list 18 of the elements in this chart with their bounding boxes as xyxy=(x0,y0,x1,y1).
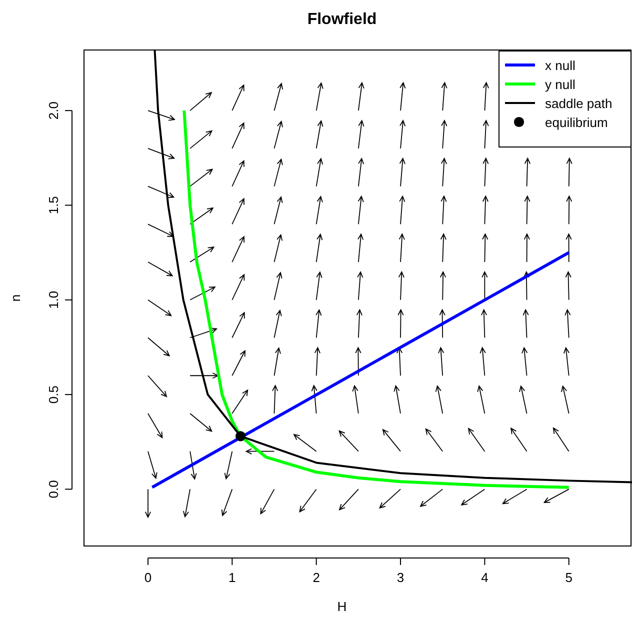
x-tick-label: 4 xyxy=(481,570,488,585)
legend-label: saddle path xyxy=(545,96,612,111)
y-axis-title: n xyxy=(8,294,23,302)
x-tick-label: 3 xyxy=(396,570,404,585)
y-tick-label: 1.0 xyxy=(46,290,61,309)
x-tick-label: 0 xyxy=(144,570,152,585)
x-tick-label: 5 xyxy=(565,570,572,585)
y-tick-label: 1.5 xyxy=(46,196,61,214)
y-tick-label: 0.5 xyxy=(46,386,61,404)
legend-label: equilibrium xyxy=(545,115,608,130)
legend-label: x null xyxy=(545,58,576,73)
x-tick-label: 2 xyxy=(312,570,320,585)
x-axis-title: H xyxy=(337,599,347,614)
x-tick-label: 1 xyxy=(228,570,236,585)
y-tick-label: 0.0 xyxy=(46,480,61,498)
chart-title: Flowfield xyxy=(307,11,377,28)
legend-label: y null xyxy=(545,77,576,92)
y-tick-label: 2.0 xyxy=(46,102,61,120)
